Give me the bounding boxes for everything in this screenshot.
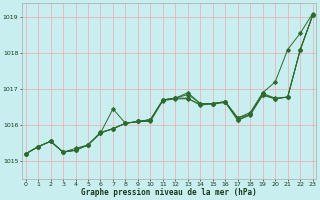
X-axis label: Graphe pression niveau de la mer (hPa): Graphe pression niveau de la mer (hPa) (81, 188, 257, 197)
